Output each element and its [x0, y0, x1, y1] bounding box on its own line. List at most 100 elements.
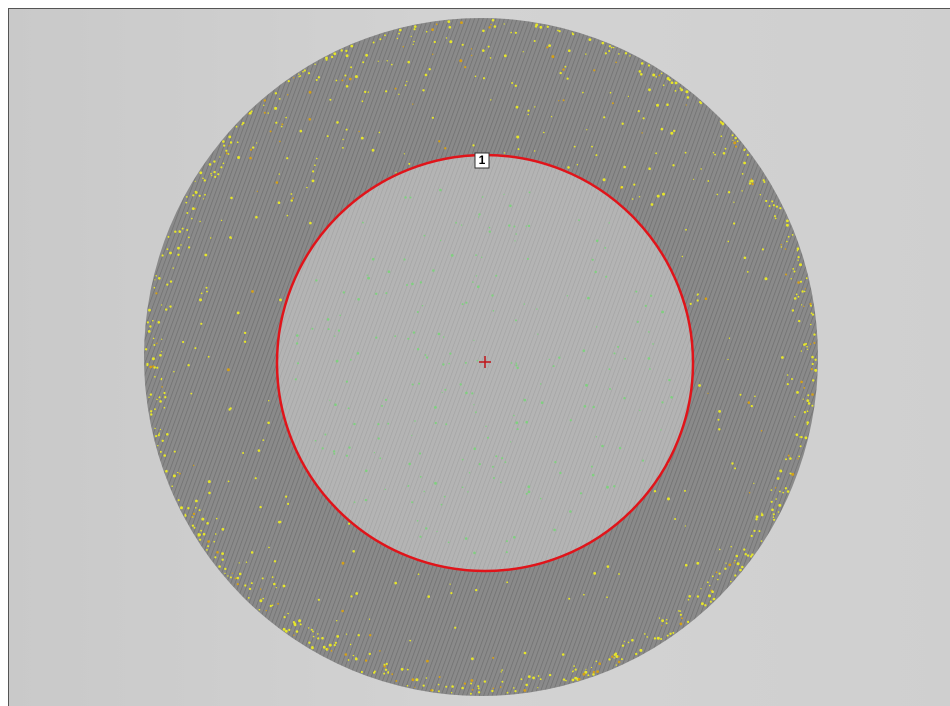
speck: [403, 46, 404, 47]
speck: [684, 490, 686, 492]
speck: [369, 653, 371, 655]
speck: [427, 595, 430, 598]
speck: [644, 633, 646, 635]
speck: [472, 689, 474, 691]
speck: [781, 356, 784, 359]
speck: [490, 57, 492, 59]
speck: [228, 153, 230, 155]
speck: [744, 149, 746, 151]
speck: [375, 293, 377, 295]
speck: [251, 110, 253, 112]
speck: [342, 139, 343, 140]
speck: [227, 575, 228, 576]
speck: [762, 248, 764, 250]
speck: [796, 294, 798, 296]
speck: [213, 541, 215, 543]
speck: [697, 294, 699, 296]
speck: [278, 201, 281, 204]
speck: [264, 99, 266, 101]
speck: [398, 33, 400, 35]
speck: [258, 449, 261, 452]
speck: [540, 498, 542, 500]
speck: [485, 426, 486, 427]
speck: [336, 620, 337, 621]
speck: [154, 376, 156, 378]
speck: [607, 565, 610, 568]
speck: [794, 416, 795, 417]
speck: [204, 254, 207, 257]
speck: [504, 54, 507, 57]
speck: [224, 568, 226, 570]
speck: [606, 596, 608, 598]
speck: [156, 343, 157, 344]
speck: [761, 514, 764, 517]
speck: [182, 228, 184, 230]
speck: [256, 142, 257, 143]
speck: [424, 235, 426, 237]
speck: [462, 459, 464, 461]
speck: [513, 536, 516, 539]
speck: [580, 492, 582, 494]
speck: [274, 107, 277, 110]
speck: [791, 278, 792, 279]
speck: [259, 506, 261, 508]
speck: [201, 293, 203, 295]
speck: [352, 550, 355, 553]
speck: [342, 147, 344, 149]
speck: [350, 359, 352, 361]
speck: [264, 112, 266, 114]
speck: [608, 50, 610, 52]
speck: [216, 551, 219, 554]
speck: [800, 381, 803, 384]
speck: [753, 483, 754, 484]
speck: [288, 80, 290, 82]
speck: [442, 363, 444, 365]
speck: [158, 277, 161, 280]
speck: [227, 368, 230, 371]
speck: [799, 263, 802, 266]
speck: [314, 64, 315, 65]
speck: [641, 62, 644, 65]
speck: [562, 653, 565, 656]
speck: [563, 678, 565, 680]
speck: [248, 597, 250, 599]
speck: [504, 23, 505, 24]
speck: [161, 339, 162, 340]
speck: [166, 284, 168, 286]
speck: [394, 335, 396, 337]
speck: [327, 648, 329, 650]
speck: [244, 584, 246, 586]
speck: [656, 104, 659, 107]
speck: [492, 466, 494, 468]
speck: [257, 191, 258, 192]
speck: [336, 360, 339, 363]
speck: [528, 114, 529, 115]
speck: [651, 203, 654, 206]
speck: [794, 271, 796, 273]
speck: [534, 40, 536, 42]
speck: [807, 349, 808, 350]
speck: [707, 393, 708, 394]
speck: [732, 134, 734, 136]
speck: [420, 476, 422, 478]
speck: [192, 525, 194, 527]
speck: [513, 687, 515, 689]
speck: [761, 540, 763, 542]
speck: [478, 687, 480, 689]
speck: [540, 383, 541, 384]
speck: [406, 81, 407, 82]
speck: [513, 415, 515, 417]
speck: [418, 383, 420, 385]
speck: [365, 54, 368, 57]
speck: [790, 473, 792, 475]
speck: [187, 507, 189, 509]
speck: [775, 218, 777, 220]
speck: [515, 32, 517, 34]
speck: [584, 405, 587, 408]
speck: [449, 353, 451, 355]
speck: [304, 69, 306, 71]
speck: [152, 357, 155, 360]
speck: [528, 225, 530, 227]
speck: [199, 539, 201, 541]
speck: [700, 168, 701, 169]
